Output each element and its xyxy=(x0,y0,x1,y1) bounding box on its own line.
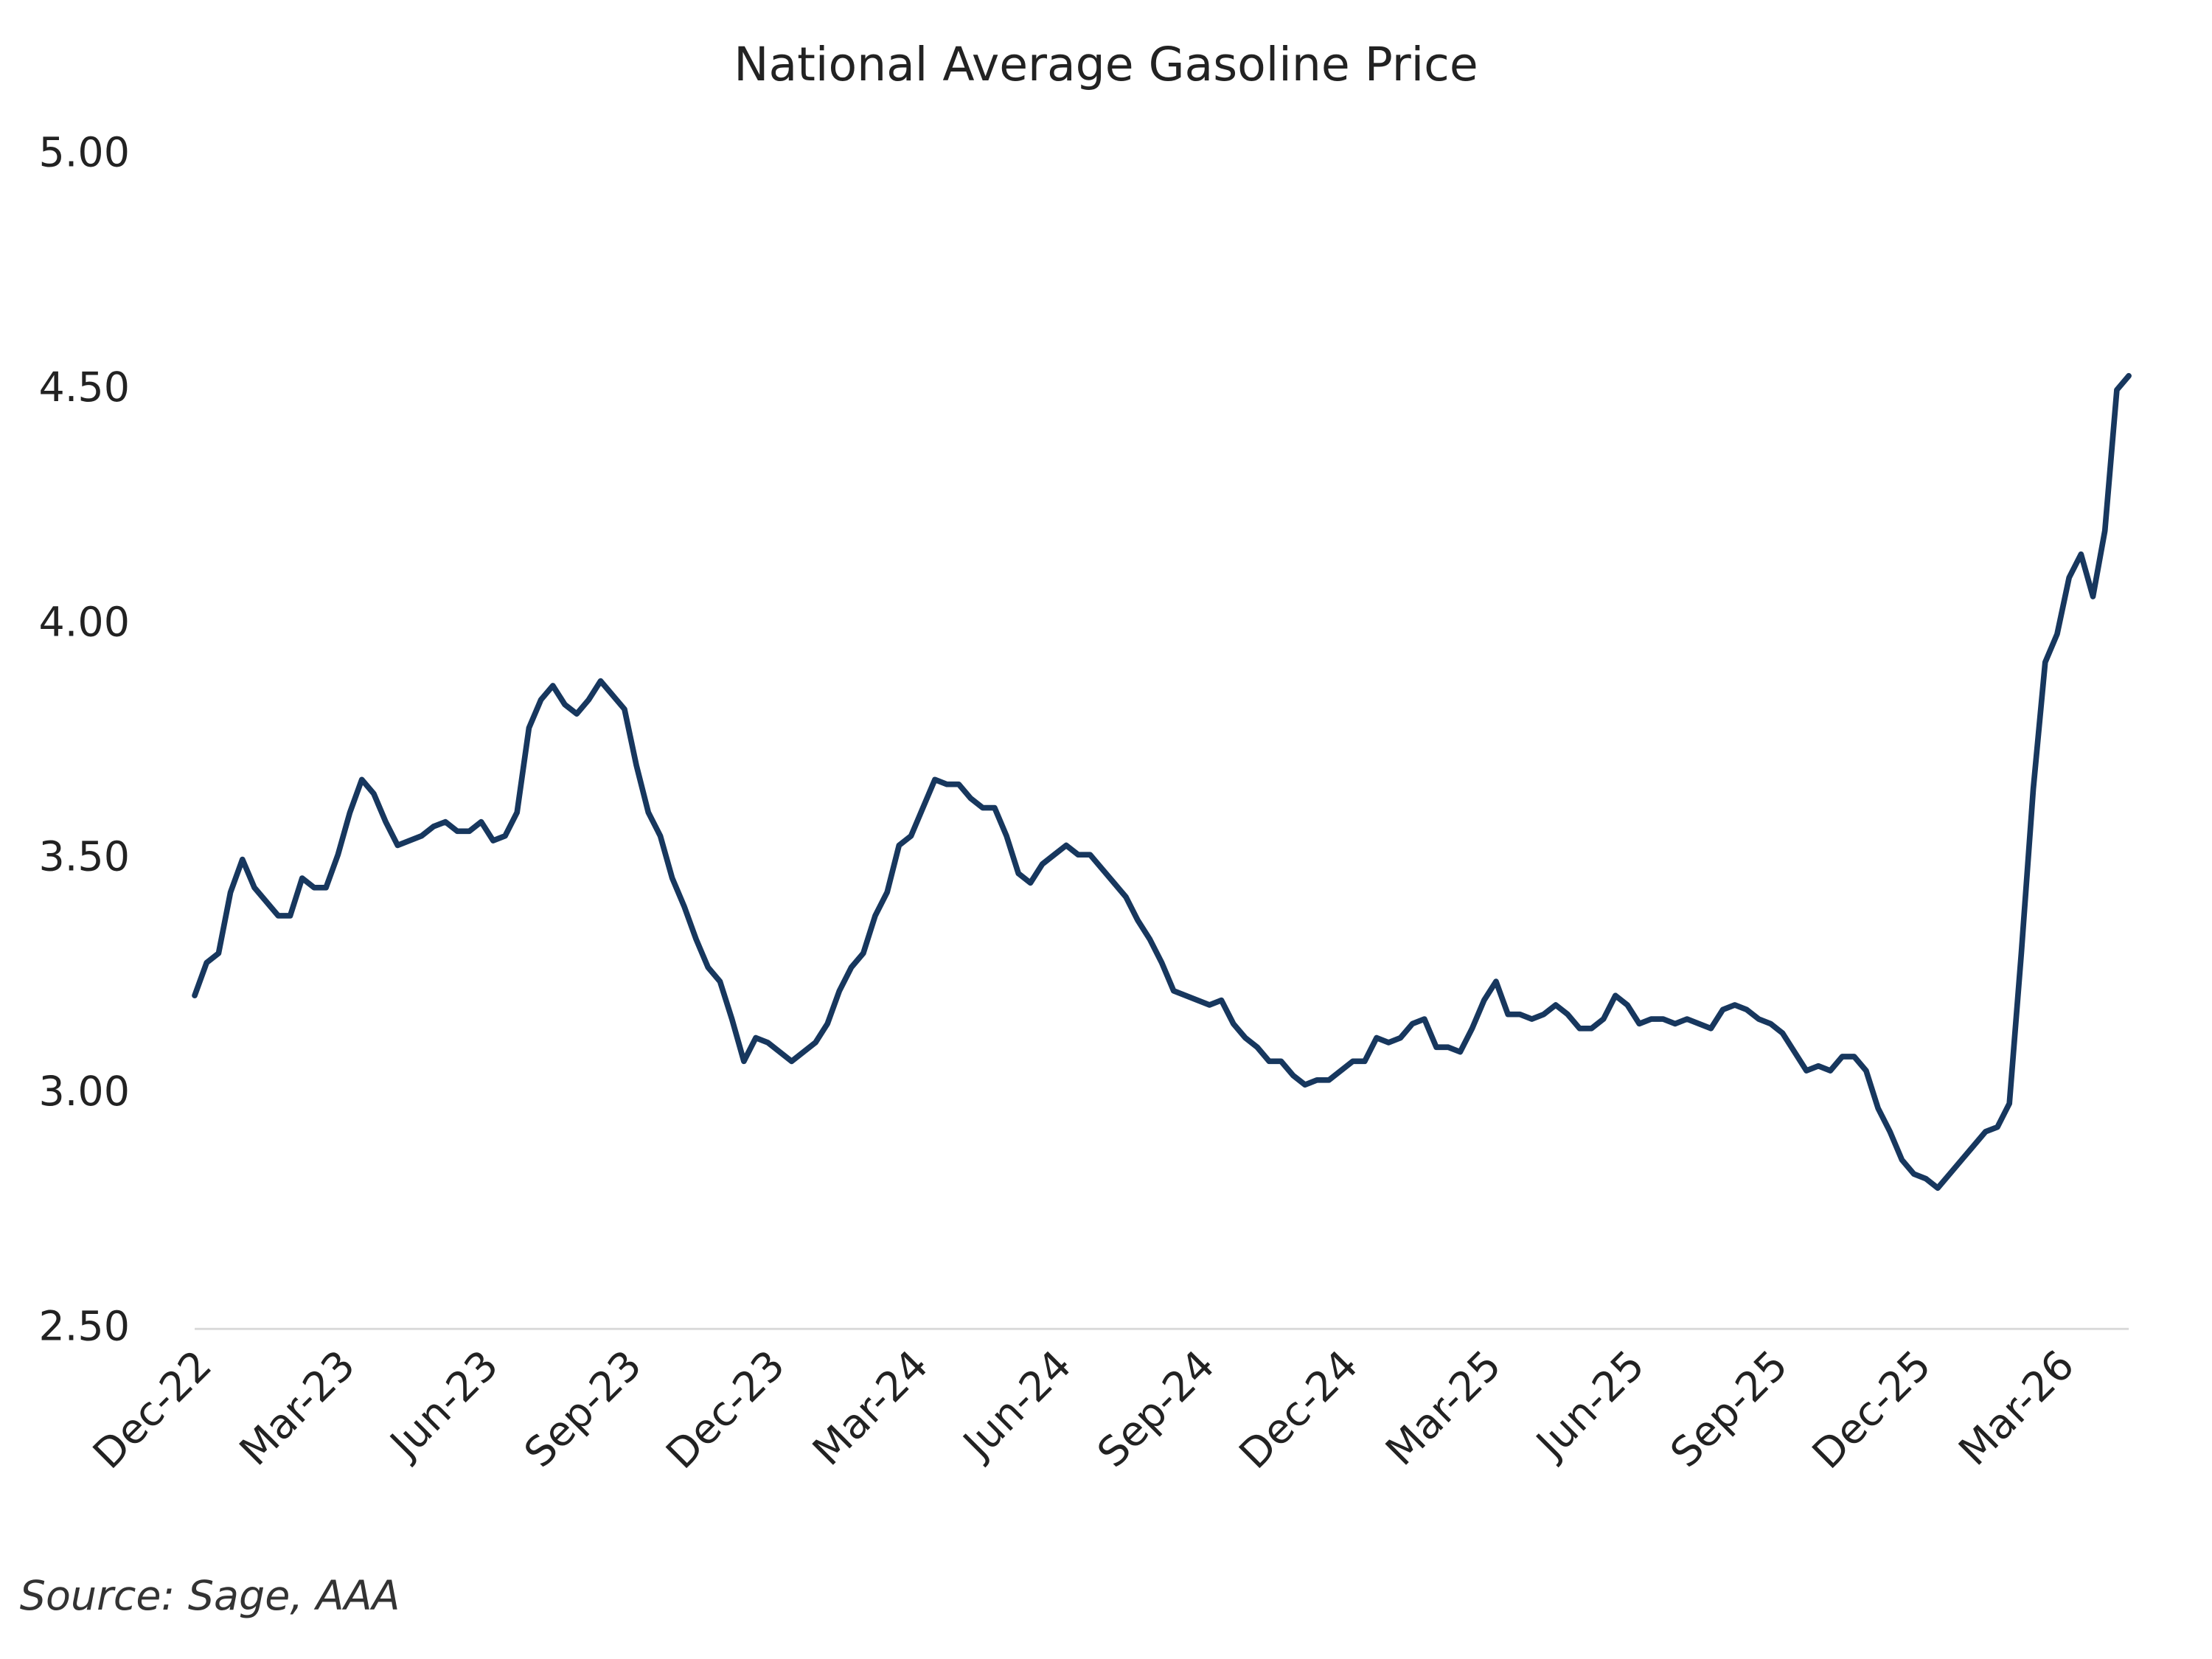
y-tick-label: 4.50 xyxy=(39,364,131,411)
x-tick-label: Sep-25 xyxy=(1662,1342,1797,1477)
x-tick-label: Jun-24 xyxy=(953,1342,1081,1470)
y-tick-label: 3.50 xyxy=(39,834,131,881)
source-note: Source: Sage, AAA xyxy=(20,1573,400,1620)
y-tick-label: 3.00 xyxy=(39,1068,131,1116)
x-tick-label: Mar-25 xyxy=(1377,1342,1511,1475)
y-tick-label: 2.50 xyxy=(39,1303,131,1350)
chart-title: National Average Gasoline Price xyxy=(734,37,1478,91)
x-tick-label: Mar-24 xyxy=(804,1342,938,1475)
x-tick-label: Mar-23 xyxy=(231,1342,364,1475)
y-tick-label: 5.00 xyxy=(39,130,131,177)
x-tick-label: Dec-25 xyxy=(1804,1342,1940,1478)
x-tick-label: Mar-26 xyxy=(1950,1342,2084,1475)
x-tick-label: Sep-23 xyxy=(516,1342,651,1477)
x-tick-label: Dec-23 xyxy=(658,1342,794,1478)
x-tick-label: Dec-22 xyxy=(85,1342,221,1478)
x-tick-label: Jun-25 xyxy=(1526,1342,1654,1470)
x-tick-label: Jun-23 xyxy=(380,1342,508,1470)
x-tick-label: Dec-24 xyxy=(1231,1342,1367,1478)
price-line xyxy=(192,372,2132,1192)
y-tick-label: 4.00 xyxy=(39,599,131,646)
x-tick-label: Sep-24 xyxy=(1089,1342,1224,1477)
